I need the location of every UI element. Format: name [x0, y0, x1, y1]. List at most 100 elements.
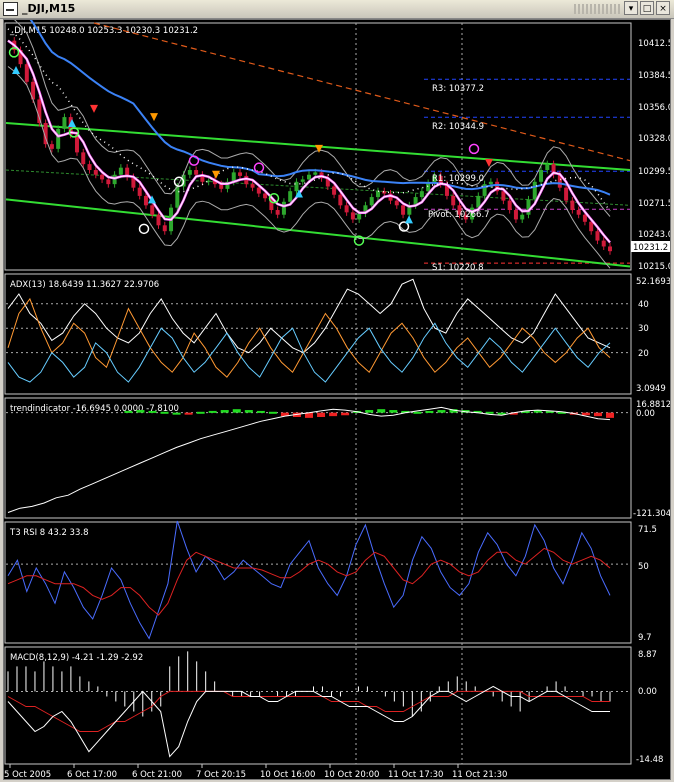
- trend-hist-bar: [401, 410, 410, 413]
- maximize-button[interactable]: □: [640, 1, 654, 15]
- candle-body: [394, 200, 399, 206]
- signal-marker: [253, 162, 265, 173]
- candle-body: [595, 231, 600, 241]
- channel-line: [5, 169, 631, 206]
- arrow-down-signal: [90, 104, 98, 113]
- candle-body: [551, 164, 556, 175]
- trend-hist-bar: [581, 412, 590, 416]
- signal-marker: [173, 176, 185, 188]
- candle-body: [419, 191, 424, 198]
- candle-body: [212, 180, 217, 185]
- candle-body: [557, 174, 562, 188]
- candle-body: [231, 172, 236, 182]
- trend-hist-bar: [232, 409, 241, 413]
- trend-hist-bar: [256, 410, 265, 413]
- trend-hist-bar: [485, 411, 494, 414]
- adx-series-line: [7, 322, 611, 383]
- candle-body: [244, 175, 249, 185]
- trend-hist-bar: [124, 410, 133, 413]
- macd-signal-line: [7, 690, 610, 732]
- chart-area[interactable]: _DJI,M15 10248.0 10253.3 10230.3 10231.2…: [3, 19, 671, 780]
- arrow-down-signal: [212, 170, 220, 179]
- chart-window-icon: [3, 2, 18, 16]
- pivot-r1-label: R1: 10299.0: [432, 174, 484, 184]
- rsi-series-line: [7, 520, 611, 640]
- candle-body: [43, 122, 48, 145]
- trend-hist-bar: [341, 412, 350, 416]
- current-price-box: [631, 241, 670, 252]
- x-tick-label: 11 Oct 17:30: [388, 770, 443, 779]
- candle-body: [601, 240, 606, 247]
- candle-body: [570, 200, 575, 211]
- current-price-label: 10231.2: [633, 243, 668, 253]
- candle-body: [156, 214, 161, 226]
- candle-body: [49, 144, 54, 149]
- trend-hist-bar: [545, 410, 554, 413]
- close-button[interactable]: ×: [656, 1, 670, 15]
- candle-body: [488, 181, 493, 185]
- candle-body: [576, 210, 581, 215]
- candle-body: [137, 187, 142, 196]
- trend-hist-bar: [509, 412, 518, 415]
- trend-hist-bar: [305, 412, 313, 418]
- trend-hist-bar: [425, 410, 434, 413]
- trend-header: trendindicator -16.6945 0.0000 -7.8100: [10, 404, 179, 414]
- pivot-label: Pivot: 10266.7: [428, 210, 490, 220]
- trend-tick: 16.8812: [636, 400, 670, 410]
- candle-body: [369, 197, 374, 206]
- macd-header: MACD(8,12,9) -4.21 -1.29 -2.92: [10, 653, 143, 663]
- adx-tick: 52.1693: [636, 277, 670, 287]
- candle-body: [18, 50, 23, 65]
- trend-panel: trendindicator -16.6945 0.0000 -7.8100 1…: [6, 400, 670, 519]
- candle-body: [81, 152, 86, 165]
- arrow-up-signal: [68, 118, 76, 127]
- arrow-up-signal: [295, 189, 303, 198]
- trend-hist-bar: [497, 412, 506, 415]
- macd-tick: 8.87: [638, 650, 657, 660]
- chart-svg[interactable]: _DJI,M15 10248.0 10253.3 10230.3 10231.2…: [4, 20, 670, 779]
- signal-marker: [138, 223, 150, 235]
- candle-body: [382, 191, 387, 194]
- candle-body: [300, 179, 305, 182]
- candle-body: [338, 194, 343, 206]
- candle-body: [225, 181, 230, 189]
- adx-tick: 30: [638, 324, 649, 334]
- upper-band: [14, 20, 611, 217]
- candle-body: [357, 213, 362, 220]
- signal-marker: [268, 193, 280, 204]
- arrow-down-signal: [315, 144, 323, 153]
- candle-body: [74, 134, 79, 153]
- price-tick: 10299.5: [638, 167, 670, 177]
- resistance-line: [93, 22, 631, 162]
- candle-body: [444, 184, 449, 196]
- minimize-button[interactable]: ▾: [624, 1, 638, 15]
- trend-hist-bar: [449, 409, 458, 413]
- candle-body: [194, 170, 199, 175]
- adx-header: ADX(13) 18.6439 11.3627 22.9706: [10, 280, 159, 290]
- candle-body: [438, 175, 443, 185]
- rsi-frame: [4, 521, 632, 644]
- candle-body: [482, 184, 487, 196]
- candle-body: [269, 198, 274, 211]
- adx-frame: [4, 273, 632, 395]
- candle-body: [507, 200, 512, 211]
- rsi-header: T3 RSI 8 43.2 33.8: [9, 528, 88, 538]
- candle-body: [106, 179, 111, 185]
- pivot-r3-label: R3: 10377.2: [432, 84, 484, 94]
- candle-body: [332, 186, 337, 195]
- trend-frame: [4, 397, 632, 519]
- title-bar-grip: [574, 4, 622, 14]
- price-tick: 10271.5: [638, 199, 670, 209]
- channel-line: [5, 198, 631, 268]
- arrow-up-signal: [405, 215, 413, 224]
- adx-panel: ADX(13) 18.6439 11.3627 22.9706 52.1693 …: [6, 277, 670, 394]
- candle-body: [62, 117, 67, 129]
- candle-body: [520, 214, 525, 220]
- candle-body: [125, 167, 130, 178]
- rsi-series-line: [7, 547, 611, 616]
- trend-hist-bar: [329, 412, 338, 417]
- price-frame: [4, 22, 632, 271]
- rsi-tick: 9.7: [638, 633, 652, 643]
- candle-body: [413, 197, 418, 206]
- candle-body: [407, 205, 412, 215]
